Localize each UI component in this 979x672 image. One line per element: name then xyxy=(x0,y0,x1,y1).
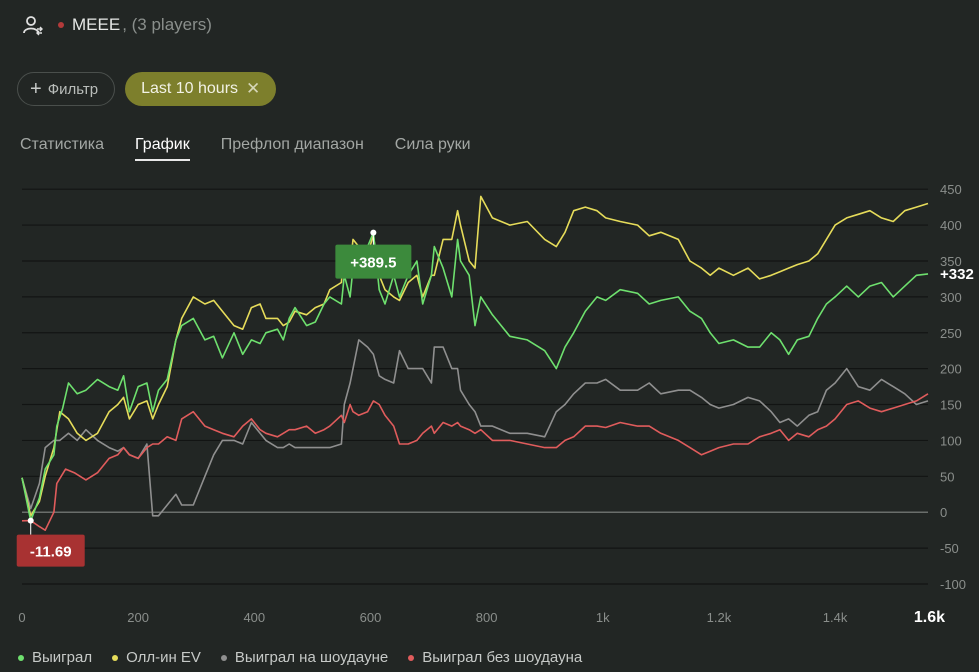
min-marker-box xyxy=(16,534,85,567)
legend-label-showdown: Выиграл на шоудауне xyxy=(234,649,389,666)
legend-item-allin-ev[interactable]: Олл-ин EV xyxy=(112,649,201,666)
series-line-2 xyxy=(21,339,929,517)
status-dot xyxy=(58,22,64,28)
header: MEEE , (3 players) xyxy=(22,12,212,38)
players-icon[interactable] xyxy=(22,14,44,36)
x-tick-label: 0 xyxy=(18,610,25,625)
y-tick-label: -50 xyxy=(940,541,959,556)
max-marker-box xyxy=(335,244,412,279)
y-tick-label: 150 xyxy=(940,398,962,413)
x-tick-label: 400 xyxy=(243,610,265,625)
chart-legend: Выиграл Олл-ин EV Выиграл на шоудауне Вы… xyxy=(18,649,582,666)
y-tick-label: 0 xyxy=(940,505,947,520)
x-tick-label: 1.2k xyxy=(707,610,732,625)
x-tick-label: 200 xyxy=(127,610,149,625)
x-end-label: 1.6k xyxy=(914,609,945,626)
player-name: MEEE xyxy=(72,15,121,34)
series-line-3 xyxy=(21,393,929,531)
y-tick-label: 400 xyxy=(940,218,962,233)
min-marker-dot xyxy=(27,517,34,524)
y-tick-label: 50 xyxy=(940,469,954,484)
legend-label-allin-ev: Олл-ин EV xyxy=(126,649,201,666)
legend-dot-allin-ev xyxy=(112,654,119,661)
legend-label-won: Выиграл xyxy=(32,649,93,666)
add-filter-button[interactable]: + Фильтр xyxy=(17,72,116,106)
y-tick-label: 250 xyxy=(940,326,962,341)
x-tick-label: 800 xyxy=(476,610,498,625)
results-chart[interactable]: -100 -50 0 50 100 150 200 250 300 350 400 450 0 200 40… xyxy=(0,170,979,640)
legend-dot-won xyxy=(18,654,24,661)
legend-dot-showdown xyxy=(220,654,227,661)
max-marker-label: +389.5 xyxy=(350,255,396,272)
y-tick-label: 300 xyxy=(940,290,962,305)
chip-label: Last 10 hours xyxy=(141,80,239,97)
legend-item-showdown[interactable]: Выиграл на шоудауне xyxy=(220,649,389,666)
tab-statistics[interactable]: Статистика xyxy=(20,136,105,153)
y-tick-label: 450 xyxy=(940,182,962,197)
legend-item-won[interactable]: Выиграл xyxy=(18,649,92,666)
plus-icon: + xyxy=(30,78,42,100)
x-tick-label: 1k xyxy=(596,610,610,625)
min-marker-label: -11.69 xyxy=(30,544,72,561)
series-line-1 xyxy=(21,195,929,517)
legend-label-no-showdown: Выиграл без шоудауна xyxy=(422,649,583,666)
series-line-0 xyxy=(21,231,929,522)
x-tick-label: 1.4k xyxy=(823,610,848,625)
max-marker-dot xyxy=(370,229,377,236)
filter-bar: + Фильтр Last 10 hours ✕ xyxy=(17,72,277,106)
y-tick-label: -100 xyxy=(940,577,966,592)
players-count: , (3 players) xyxy=(122,15,212,34)
tab-graph[interactable]: График xyxy=(135,136,190,161)
series-end-label: +332 xyxy=(940,266,974,283)
tab-bar: Статистика График Префлоп диапазон Сила … xyxy=(20,136,471,161)
y-tick-label: 200 xyxy=(940,362,962,377)
x-tick-label: 600 xyxy=(360,610,382,625)
legend-item-no-showdown[interactable]: Выиграл без шоудауна xyxy=(408,649,582,666)
time-filter-chip[interactable]: Last 10 hours ✕ xyxy=(125,72,277,106)
tab-hand-strength[interactable]: Сила руки xyxy=(394,136,471,153)
y-tick-label: 350 xyxy=(940,254,962,269)
legend-dot-no-showdown xyxy=(408,654,415,661)
tab-preflop-range[interactable]: Префлоп диапазон xyxy=(220,136,364,153)
add-filter-label: Фильтр xyxy=(47,80,99,98)
close-icon[interactable]: ✕ xyxy=(246,79,261,98)
y-tick-label: 100 xyxy=(940,433,962,448)
